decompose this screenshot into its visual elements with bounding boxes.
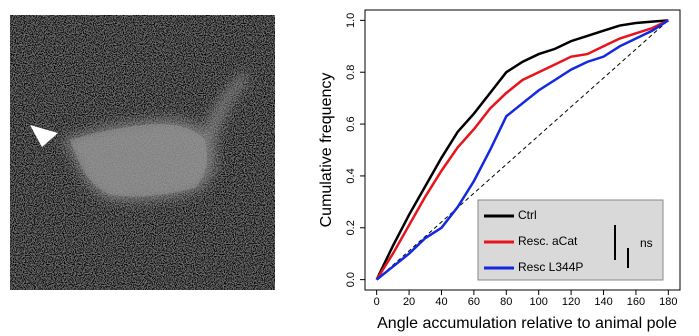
x-tick-label: 20 [403, 296, 415, 308]
x-tick-label: 40 [435, 296, 447, 308]
x-tick-label: 140 [594, 296, 612, 308]
x-tick-label: 180 [659, 296, 677, 308]
series-line [375, 19, 670, 281]
y-tick-label: 0.2 [345, 220, 357, 235]
legend-label: Ctrl [518, 208, 537, 222]
y-tick-label: 0.6 [345, 116, 357, 131]
y-tick-label: 0.8 [345, 65, 357, 80]
annotation: ns [640, 236, 653, 250]
arrowhead [30, 125, 58, 147]
micrograph [10, 15, 275, 290]
x-tick-label: 120 [562, 296, 580, 308]
x-tick-label: 0 [374, 296, 380, 308]
plot-box [364, 9, 681, 291]
y-tick-label: 1.0 [345, 13, 357, 28]
series-line [375, 19, 669, 281]
legend-label: Resc L344P [518, 260, 583, 274]
y-tick-label: 0.0 [345, 272, 357, 287]
x-tick-label: 80 [500, 296, 512, 308]
series-line [375, 19, 669, 281]
x-tick-label: 160 [627, 296, 645, 308]
x-tick-label: 100 [530, 296, 548, 308]
y-axis-title: Cumulative frequency [318, 73, 335, 228]
y-tick-label: 0.4 [345, 168, 357, 183]
x-tick-label: 60 [468, 296, 480, 308]
legend-label: Resc. aCat [518, 234, 578, 248]
x-axis-title: Angle accumulation relative to animal po… [377, 315, 677, 332]
reference-diagonal [376, 19, 669, 281]
